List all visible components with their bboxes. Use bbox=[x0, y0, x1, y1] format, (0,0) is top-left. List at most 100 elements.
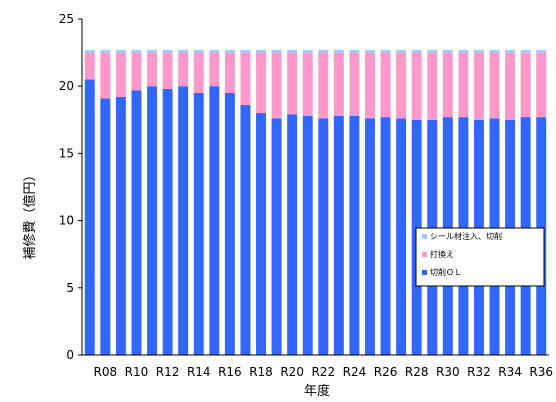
bar-segment-R11-s0 bbox=[147, 86, 158, 355]
bar-segment-R29-s2 bbox=[427, 49, 438, 53]
x-tick-label: R20 bbox=[280, 365, 304, 379]
bar-segment-R34-s2 bbox=[505, 49, 516, 53]
bar-segment-R20-s0 bbox=[287, 114, 298, 355]
bar-segment-R09-s0 bbox=[115, 96, 126, 355]
legend-label: 切削ＯＬ bbox=[430, 267, 462, 277]
bar-segment-R24-s2 bbox=[349, 49, 360, 53]
x-tick-label: R24 bbox=[343, 365, 367, 379]
bar-segment-R07-s1 bbox=[84, 52, 95, 80]
bar-segment-R31-s1 bbox=[458, 52, 469, 118]
bar-segment-R32-s1 bbox=[473, 52, 484, 120]
x-tick-label: R26 bbox=[374, 365, 398, 379]
bar-segment-R12-s1 bbox=[162, 52, 173, 89]
bar-segment-R19-s2 bbox=[271, 49, 282, 53]
bar-segment-R22-s2 bbox=[318, 49, 329, 53]
x-axis-title: 年度 bbox=[304, 383, 330, 398]
bar-segment-R23-s1 bbox=[333, 52, 344, 116]
bar-segment-R24-s0 bbox=[349, 115, 360, 356]
bars-layer bbox=[84, 49, 547, 356]
bar-segment-R10-s2 bbox=[131, 49, 142, 53]
bar-segment-R09-s2 bbox=[115, 49, 126, 53]
bar-segment-R19-s1 bbox=[271, 52, 282, 119]
bar-segment-R27-s0 bbox=[396, 118, 407, 356]
bar-segment-R16-s1 bbox=[224, 52, 235, 93]
bar-segment-R24-s1 bbox=[349, 52, 360, 116]
bar-segment-R28-s1 bbox=[411, 52, 422, 120]
x-tick-label: R34 bbox=[498, 365, 522, 379]
bar-segment-R25-s2 bbox=[365, 49, 375, 53]
bar-segment-R23-s2 bbox=[333, 49, 344, 53]
bar-segment-R27-s1 bbox=[396, 52, 407, 119]
bar-segment-R26-s0 bbox=[380, 117, 391, 355]
legend-swatch bbox=[422, 252, 427, 257]
bar-segment-R08-s0 bbox=[100, 98, 111, 356]
legend-box bbox=[415, 227, 545, 287]
y-tick-label: 0 bbox=[66, 348, 74, 362]
bar-segment-R12-s2 bbox=[162, 49, 173, 53]
x-tick-label: R10 bbox=[125, 365, 149, 379]
bar-segment-R32-s2 bbox=[473, 49, 484, 53]
bar-segment-R10-s1 bbox=[131, 52, 142, 91]
bar-segment-R33-s2 bbox=[489, 49, 500, 53]
bar-segment-R30-s1 bbox=[442, 52, 453, 118]
y-tick-label: 25 bbox=[59, 12, 74, 26]
bar-segment-R36-s2 bbox=[536, 49, 547, 53]
ticks-layer: 0 5 10 15 20 25 R08 R10 R12 R14 R16 R18 R20 R22 R24 R26… bbox=[59, 12, 553, 379]
bar-segment-R29-s1 bbox=[427, 52, 438, 120]
bar-segment-R25-s1 bbox=[365, 52, 375, 119]
y-axis-title: 補修費（億円） bbox=[22, 168, 38, 259]
x-tick-label: R32 bbox=[467, 365, 491, 379]
bar-segment-R30-s2 bbox=[442, 49, 453, 53]
x-tick-label: R30 bbox=[436, 365, 460, 379]
bar-segment-R07-s2 bbox=[84, 49, 95, 53]
bar-segment-R21-s1 bbox=[302, 52, 313, 116]
bar-segment-R22-s0 bbox=[318, 118, 329, 356]
bar-segment-R13-s1 bbox=[178, 52, 189, 87]
y-tick-label: 20 bbox=[59, 79, 74, 93]
x-tick-label: R16 bbox=[218, 365, 242, 379]
x-tick-label: R22 bbox=[311, 365, 335, 379]
x-tick-label: R12 bbox=[156, 365, 180, 379]
bar-segment-R21-s0 bbox=[302, 115, 313, 356]
bar-segment-R31-s2 bbox=[458, 49, 469, 53]
bar-segment-R09-s1 bbox=[115, 52, 126, 97]
bar-segment-R26-s1 bbox=[380, 52, 391, 118]
legend-label: シール材注入、切削 bbox=[430, 231, 502, 241]
axes-layer bbox=[81, 19, 549, 356]
bar-segment-R18-s2 bbox=[256, 49, 266, 53]
bar-segment-R27-s2 bbox=[396, 49, 407, 53]
bar-segment-R16-s0 bbox=[224, 92, 235, 356]
bar-segment-R16-s2 bbox=[224, 49, 235, 53]
bar-segment-R12-s0 bbox=[162, 88, 173, 355]
bar-segment-R07-s0 bbox=[84, 79, 95, 355]
bar-segment-R33-s1 bbox=[489, 52, 500, 119]
x-tick-label: R14 bbox=[187, 365, 211, 379]
bar-segment-R15-s0 bbox=[209, 86, 220, 355]
bar-segment-R26-s2 bbox=[380, 49, 391, 53]
y-tick-label: 10 bbox=[59, 214, 74, 228]
bar-segment-R17-s0 bbox=[240, 105, 251, 356]
bar-segment-R28-s2 bbox=[411, 49, 422, 53]
bar-segment-R17-s2 bbox=[240, 49, 251, 53]
bar-segment-R11-s2 bbox=[147, 49, 158, 53]
x-tick-label: R36 bbox=[529, 365, 553, 379]
bar-segment-R25-s0 bbox=[365, 118, 375, 356]
bar-segment-R15-s1 bbox=[209, 52, 220, 87]
bar-segment-R11-s1 bbox=[147, 52, 158, 87]
x-tick-label: R08 bbox=[94, 365, 118, 379]
bar-segment-R15-s2 bbox=[209, 49, 220, 53]
bar-segment-R20-s1 bbox=[287, 52, 298, 115]
bar-segment-R14-s0 bbox=[193, 92, 204, 356]
bar-segment-R17-s1 bbox=[240, 52, 251, 106]
bar-segment-R36-s1 bbox=[536, 52, 547, 118]
bar-segment-R14-s2 bbox=[193, 49, 204, 53]
bar-segment-R13-s2 bbox=[178, 49, 189, 53]
bar-segment-R19-s0 bbox=[271, 118, 282, 356]
legend-label: 打換え bbox=[430, 249, 454, 259]
bar-segment-R35-s1 bbox=[520, 52, 531, 118]
bar-segment-R14-s1 bbox=[193, 52, 204, 93]
y-tick-label: 15 bbox=[59, 146, 74, 160]
